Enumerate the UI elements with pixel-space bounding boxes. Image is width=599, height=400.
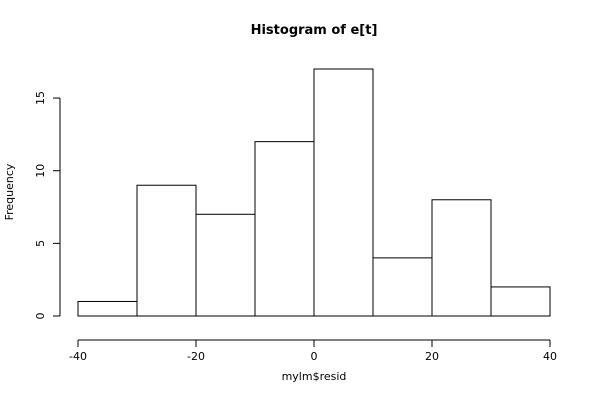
bar: [195, 213, 256, 317]
y-tick-label: 15: [34, 91, 47, 105]
bar: [77, 300, 138, 317]
x-axis-label: mylm$resid: [282, 370, 347, 383]
y-tick-label: 10: [34, 164, 47, 178]
x-tick-label: -20: [187, 350, 205, 363]
bar: [313, 68, 374, 317]
x-tick-label: 20: [425, 350, 439, 363]
chart-title: Histogram of e[t]: [251, 23, 378, 38]
bar: [254, 141, 315, 317]
bar: [431, 199, 492, 317]
x-tick-label: -40: [69, 350, 87, 363]
bar: [136, 184, 197, 317]
y-tick-label: 5: [34, 240, 47, 247]
x-tick-label: 40: [543, 350, 557, 363]
x-tick-label: 0: [311, 350, 318, 363]
bar: [372, 257, 433, 317]
y-tick-label: 0: [34, 313, 47, 320]
bar: [490, 286, 551, 317]
y-axis-label: Frequency: [3, 163, 16, 220]
